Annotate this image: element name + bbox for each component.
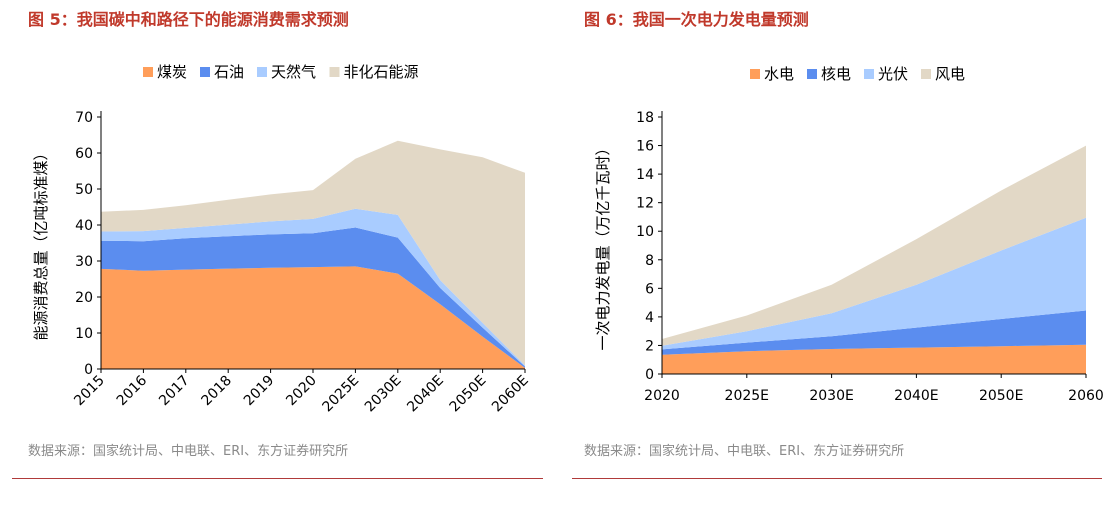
legend: 煤炭 石油 天然气 非化石能源 [143, 63, 419, 81]
x-tick-label: 2060E [489, 373, 532, 416]
area-series-1 [662, 310, 1086, 355]
x-tick-label: 2040E [894, 388, 938, 404]
x-tick-label: 2030E [809, 388, 853, 404]
y-tick-label: 14 [636, 167, 654, 183]
y-tick-label: 4 [645, 310, 654, 326]
y-axis-title: 一次电力发电量（万亿千瓦时） [594, 140, 612, 350]
y-tick-label: 6 [645, 281, 654, 297]
y-tick-label: 10 [636, 224, 654, 240]
y-tick-label: 40 [75, 218, 93, 234]
chart-panel-energy-consumption: 图 5：我国碳中和路径下的能源消费需求预测 0 10 20 30 40 50 60 70 201… [0, 0, 545, 519]
y-tick-label: 60 [75, 146, 93, 162]
legend-swatch-3 [329, 67, 340, 77]
y-tick-label: 16 [636, 139, 654, 155]
x-tick-label: 2020 [283, 373, 320, 410]
legend-swatch-0 [750, 69, 760, 79]
area-series-1 [101, 227, 525, 368]
legend-label-3: 非化石能源 [344, 63, 419, 81]
area-series-2 [101, 208, 525, 367]
legend-swatch-1 [807, 69, 817, 79]
legend-label-1: 核电 [821, 65, 851, 83]
x-tick-label: 2020 [644, 388, 680, 404]
x-tick-label: 2025E [725, 388, 769, 404]
y-tick-label: 70 [75, 110, 93, 126]
chart-panel-primary-power: 图 6：我国一次电力发电量预测 0 2 4 6 8 10 12 14 16 18 2020 2025E… [572, 0, 1117, 519]
x-tick-label: 2016 [114, 372, 151, 409]
area-series-3 [101, 140, 525, 366]
primary-power-area-chart: 0 2 4 6 8 10 12 14 16 18 2020 2025E 2030E 2040E 2050E 2… [594, 65, 1104, 404]
legend-label-3: 风电 [935, 65, 965, 83]
x-tick-label: 2050E [447, 373, 490, 416]
x-tick-label: 2017 [156, 373, 193, 410]
y-tick-label: 8 [645, 253, 654, 269]
y-tick-label: 12 [636, 196, 654, 212]
y-tick-label: 30 [75, 254, 93, 270]
legend: 水电 核电 光伏 风电 [750, 65, 965, 83]
legend-label-0: 水电 [764, 65, 794, 83]
legend-label-2: 光伏 [878, 65, 908, 83]
divider-line [572, 478, 1102, 479]
y-tick-label: 0 [645, 367, 654, 383]
legend-swatch-2 [257, 67, 267, 77]
legend-label-0: 煤炭 [157, 63, 187, 81]
y-tick-label: 50 [75, 182, 93, 198]
divider-line [12, 478, 543, 479]
x-tick-label: 2060 [1068, 388, 1104, 404]
legend-swatch-3 [921, 69, 931, 79]
legend-label-2: 天然气 [271, 63, 316, 81]
source-note: 数据来源：国家统计局、中电联、ERI、东方证券研究所 [584, 444, 905, 459]
legend-swatch-2 [864, 69, 874, 79]
chart-title: 图 6：我国一次电力发电量预测 [584, 10, 809, 29]
x-tick-label: 2019 [241, 373, 278, 410]
source-note: 数据来源：国家统计局、中电联、ERI、东方证券研究所 [28, 444, 349, 459]
x-tick-label: 2030E [362, 373, 405, 416]
chart-title: 图 5：我国碳中和路径下的能源消费需求预测 [28, 10, 349, 29]
y-tick-label: 0 [84, 362, 93, 378]
x-tick-label: 2050E [979, 388, 1023, 404]
legend-swatch-1 [200, 67, 210, 77]
x-tick-label: 2025E [319, 373, 362, 416]
x-tick-label: 2040E [404, 373, 447, 416]
area-series-2 [662, 217, 1086, 350]
area-series-0 [662, 344, 1086, 374]
y-tick-label: 20 [75, 290, 93, 306]
area-series-3 [662, 145, 1086, 346]
x-tick-label: 2018 [199, 373, 236, 410]
legend-label-1: 石油 [214, 63, 244, 81]
y-tick-label: 18 [636, 110, 654, 126]
area-series-0 [101, 266, 525, 369]
y-axis-title: 能源消费总量（亿吨标准煤） [32, 145, 50, 340]
y-tick-label: 2 [645, 338, 654, 354]
legend-swatch-0 [143, 67, 153, 77]
y-tick-label: 10 [75, 326, 93, 342]
